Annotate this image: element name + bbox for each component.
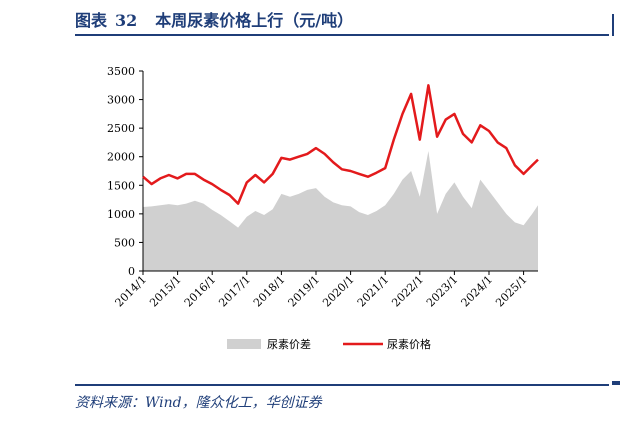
legend-label-price: 尿素价格: [387, 337, 431, 351]
source-note: 资料来源：Wind，隆众化工，华创证券: [75, 384, 609, 418]
x-tick-label: 2019/1: [286, 273, 323, 310]
x-tick-label: 2015/1: [147, 273, 184, 310]
y-tick-label: 0: [128, 265, 135, 278]
y-tick-label: 3000: [107, 94, 135, 107]
x-tick-label: 2022/1: [389, 273, 426, 310]
legend-label-spread: 尿素价差: [267, 337, 311, 351]
adjacent-panel-edge: [612, 14, 620, 36]
adjacent-panel-edge-bottom: [612, 381, 620, 385]
x-tick-label: 2014/1: [113, 273, 150, 310]
y-tick-label: 2500: [107, 122, 135, 135]
x-tick-label: 2020/1: [320, 273, 357, 310]
y-tick-label: 1000: [107, 208, 135, 221]
y-tick-label: 3500: [107, 65, 135, 78]
y-tick-label: 1500: [107, 179, 135, 192]
x-tick-label: 2025/1: [493, 273, 530, 310]
spread-area: [143, 151, 538, 271]
x-tick-label: 2017/1: [216, 273, 253, 310]
y-tick-label: 2000: [107, 151, 135, 164]
x-tick-label: 2023/1: [424, 273, 461, 310]
x-tick-label: 2016/1: [182, 273, 219, 310]
x-tick-label: 2018/1: [251, 273, 288, 310]
figure-label: 图表: [75, 11, 108, 30]
y-tick-label: 500: [114, 236, 135, 249]
figure-title: 本周尿素价格上行（元/吨）: [155, 11, 354, 30]
chart-container: 0 500 1000 1500 2000 2500 3000 3500 2014/1 2015/1…: [75, 40, 609, 380]
legend-swatch-spread: [227, 339, 261, 349]
x-tick-label: 2021/1: [355, 273, 392, 310]
figure-number: 32: [115, 11, 138, 30]
x-tick-label: 2024/1: [459, 273, 496, 310]
price-line: [142, 84, 539, 205]
figure-header: 图表 32 本周尿素价格上行（元/吨）: [75, 6, 609, 36]
chart-svg: 0 500 1000 1500 2000 2500 3000 3500 2014/12015/1…: [107, 65, 539, 351]
